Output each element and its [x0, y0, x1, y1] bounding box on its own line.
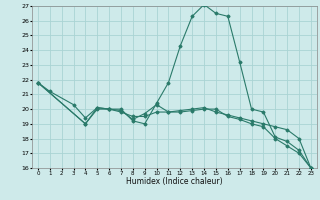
X-axis label: Humidex (Indice chaleur): Humidex (Indice chaleur) — [126, 177, 223, 186]
